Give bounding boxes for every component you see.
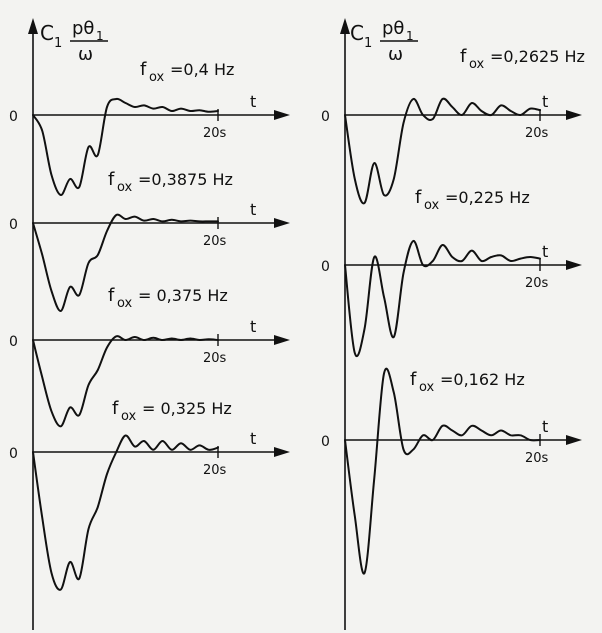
y-label-c-sub: 1: [364, 36, 372, 51]
time-axis-arrow: [274, 447, 290, 457]
y-label-denominator: ω: [388, 44, 403, 65]
series-label-value: = 0,375 Hz: [138, 286, 228, 305]
series-label-sub: ox: [469, 57, 485, 72]
tick-label-20s: 20s: [203, 234, 227, 249]
y-axis-arrow: [340, 18, 350, 34]
series-label-f: f: [415, 187, 422, 208]
series-label-f: f: [108, 285, 115, 306]
series-curve: [344, 367, 541, 575]
series-curve: [32, 335, 219, 428]
series-label-value: =0,162 Hz: [440, 370, 525, 389]
series-label-f: f: [460, 46, 467, 67]
series-label-value: =0,4 Hz: [170, 60, 234, 79]
y-label-numerator: pθ: [382, 18, 404, 39]
time-axis-arrow: [566, 435, 582, 445]
y-label-numerator: pθ: [72, 18, 94, 39]
y-label-c: C: [350, 21, 364, 45]
series-label-f: f: [112, 398, 119, 419]
series-label-f: f: [140, 59, 147, 80]
y-label-c-sub: 1: [54, 36, 62, 51]
zero-label: 0: [9, 446, 18, 462]
series-curve: [344, 97, 541, 205]
tick-label-20s: 20s: [203, 126, 227, 141]
series-label-sub: ox: [121, 409, 137, 424]
series-curve: [32, 434, 219, 591]
series-label-sub: ox: [419, 380, 435, 395]
zero-label: 0: [9, 109, 18, 125]
series-curve: [32, 97, 219, 196]
series-label-value: = 0,325 Hz: [142, 399, 232, 418]
series-label-value: =0,225 Hz: [445, 188, 530, 207]
y-label-numerator-sub: 1: [96, 29, 104, 43]
zero-label: 0: [9, 334, 18, 350]
time-axis-arrow: [274, 110, 290, 120]
x-label-t: t: [542, 242, 548, 261]
zero-label: 0: [321, 259, 330, 275]
time-axis-arrow: [274, 335, 290, 345]
time-axis-arrow: [566, 260, 582, 270]
series-label-value: =0,2625 Hz: [490, 47, 585, 66]
tick-label-20s: 20s: [525, 276, 549, 291]
x-label-t: t: [250, 317, 256, 336]
series-label-value: =0,3875 Hz: [138, 170, 233, 189]
tick-label-20s: 20s: [525, 126, 549, 141]
series-label-sub: ox: [117, 180, 133, 195]
time-axis-arrow: [566, 110, 582, 120]
series-label-sub: ox: [424, 198, 440, 213]
y-label-denominator: ω: [78, 44, 93, 65]
tick-label-20s: 20s: [525, 451, 549, 466]
time-axis-arrow: [274, 218, 290, 228]
series-label-sub: ox: [149, 70, 165, 85]
tick-label-20s: 20s: [203, 351, 227, 366]
zero-label: 0: [321, 109, 330, 125]
series-curve: [32, 213, 219, 312]
y-axis-arrow: [28, 18, 38, 34]
y-label-c: C: [40, 21, 54, 45]
zero-label: 0: [321, 434, 330, 450]
y-label-numerator-sub: 1: [406, 29, 414, 43]
series-label-f: f: [410, 369, 417, 390]
x-label-t: t: [542, 417, 548, 436]
tick-label-20s: 20s: [203, 463, 227, 478]
series-curve: [344, 239, 541, 358]
zero-label: 0: [9, 217, 18, 233]
x-label-t: t: [250, 92, 256, 111]
x-label-t: t: [250, 200, 256, 219]
x-label-t: t: [250, 429, 256, 448]
x-label-t: t: [542, 92, 548, 111]
series-label-f: f: [108, 169, 115, 190]
series-label-sub: ox: [117, 296, 133, 311]
